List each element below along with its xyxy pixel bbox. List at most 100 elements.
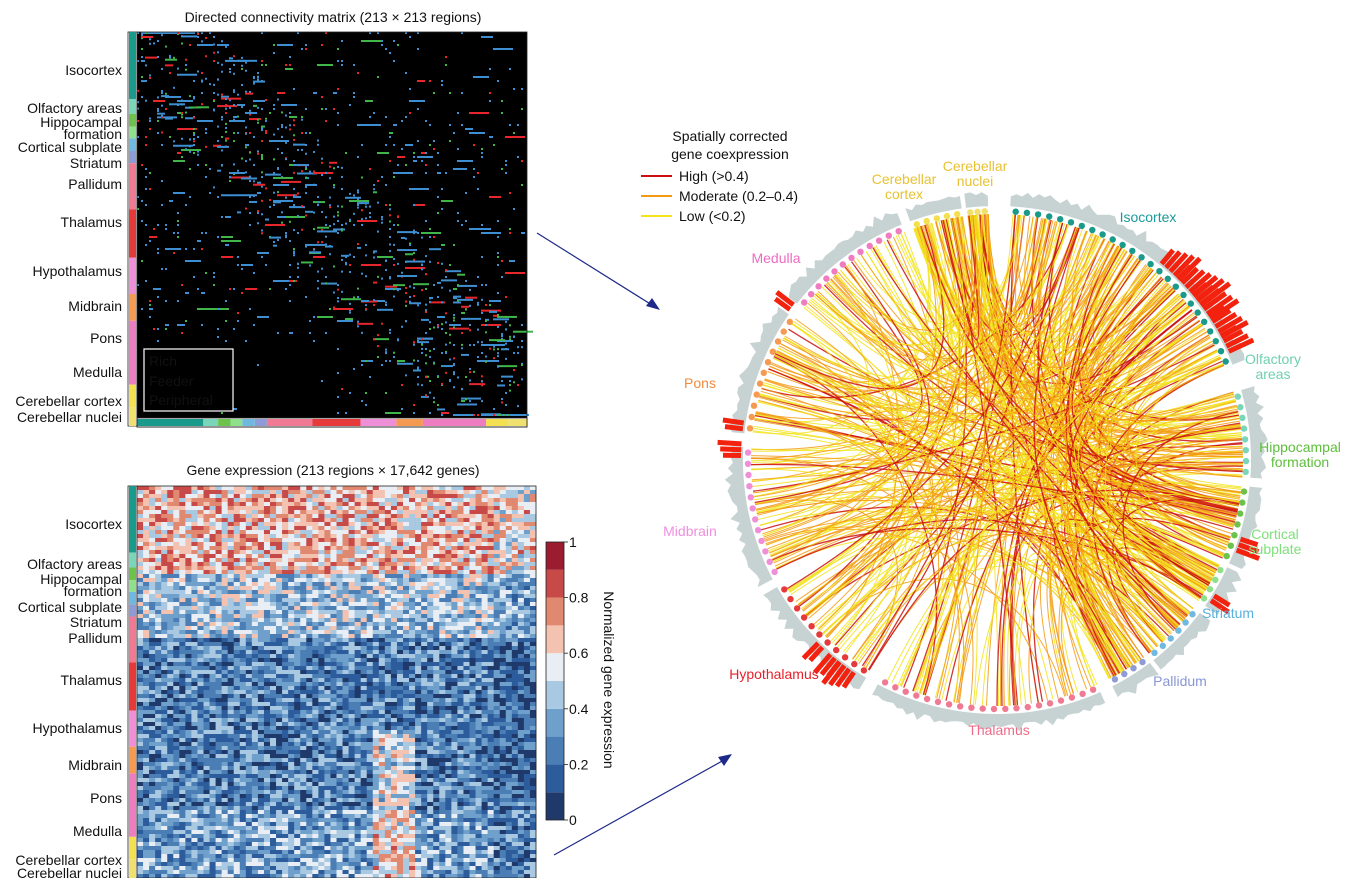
expression-cell	[487, 662, 494, 667]
expression-cell	[288, 506, 295, 511]
expression-cell	[475, 578, 482, 583]
connectivity-entry	[253, 76, 255, 78]
row-segment	[129, 746, 136, 774]
expression-cell	[312, 602, 319, 607]
expression-cell	[487, 522, 494, 527]
expression-cell	[282, 510, 289, 515]
expression-cell	[348, 642, 355, 647]
expression-cell	[306, 662, 313, 667]
expression-cell	[233, 606, 241, 611]
expression-cell	[463, 634, 470, 639]
expression-cell	[221, 566, 228, 571]
expression-cell	[294, 542, 301, 547]
expression-cell	[227, 546, 235, 551]
expression-cell	[306, 686, 313, 691]
expression-cell	[427, 590, 434, 595]
expression-cell	[209, 598, 216, 603]
expression-cell	[342, 534, 349, 539]
expression-cell	[433, 638, 440, 643]
expression-cell	[288, 642, 295, 647]
connectivity-entry	[425, 164, 427, 166]
expression-cell	[403, 594, 410, 599]
connectivity-entry	[301, 261, 313, 264]
connectivity-entry	[341, 224, 343, 226]
expression-cell	[306, 558, 313, 563]
expression-cell	[161, 566, 168, 571]
expression-cell	[288, 494, 295, 499]
expression-cell	[276, 562, 283, 567]
expression-cell	[215, 542, 222, 547]
expression-cell	[300, 550, 307, 555]
expression-cell	[517, 534, 525, 539]
expression-cell	[451, 622, 458, 627]
expression-cell	[294, 610, 301, 615]
expression-cell	[451, 650, 458, 655]
expression-cell	[137, 514, 144, 519]
connectivity-entry	[297, 214, 299, 217]
expression-cell	[499, 530, 507, 535]
expression-cell	[209, 578, 216, 583]
expression-cell	[475, 690, 482, 695]
expression-cell	[330, 582, 337, 587]
connectivity-entry	[357, 204, 359, 206]
expression-cell	[221, 666, 228, 671]
expression-cell	[493, 506, 501, 511]
expression-cell	[463, 550, 470, 555]
expression-cell	[378, 666, 386, 671]
expression-cell	[427, 638, 434, 643]
expression-cell	[270, 686, 277, 691]
connectivity-entry	[521, 340, 523, 342]
expression-cell	[185, 566, 192, 571]
expression-cell	[251, 602, 259, 607]
col-segment	[254, 419, 267, 426]
expression-cell	[481, 690, 488, 695]
connectivity-entry	[413, 204, 415, 206]
expression-cell	[433, 634, 440, 639]
expression-cell	[143, 562, 150, 567]
expression-cell	[403, 506, 410, 511]
connectivity-entry	[177, 67, 179, 70]
expression-cell	[155, 614, 162, 619]
expression-cell	[167, 522, 174, 527]
expression-cell	[191, 630, 198, 635]
expression-cell	[511, 638, 519, 643]
connectivity-entry	[317, 204, 319, 206]
expression-cell	[354, 506, 361, 511]
expression-cell	[203, 646, 210, 651]
col-segment	[312, 419, 361, 426]
connectivity-entry	[205, 176, 207, 178]
expression-cell	[366, 526, 374, 531]
expression-cell	[427, 606, 434, 611]
connectivity-entry	[253, 183, 265, 186]
expression-cell	[372, 550, 380, 555]
expression-cell	[282, 546, 289, 551]
expression-cell	[221, 538, 228, 543]
connectivity-entry	[229, 180, 231, 182]
expression-cell	[427, 686, 434, 691]
expression-cell	[137, 630, 144, 635]
expression-cell	[227, 658, 235, 663]
expression-cell	[330, 518, 337, 523]
expression-cell	[517, 522, 525, 527]
expression-cell	[251, 654, 259, 659]
expression-cell	[439, 646, 446, 651]
expression-cell	[517, 630, 525, 635]
expression-cell	[469, 662, 476, 667]
expression-cell	[263, 554, 271, 559]
expression-cell	[415, 506, 422, 511]
expression-cell	[203, 654, 210, 659]
expression-cell	[360, 490, 368, 495]
expression-cell	[149, 534, 156, 539]
expression-cell	[445, 650, 452, 655]
expression-cell	[517, 562, 525, 567]
expression-cell	[318, 538, 325, 543]
expression-cell	[415, 514, 422, 519]
expression-cell	[282, 618, 289, 623]
expression-cell	[390, 666, 398, 671]
expression-cell	[149, 646, 156, 651]
expression-cell	[427, 678, 434, 683]
expression-cell	[427, 586, 434, 591]
connectivity-entry	[425, 220, 427, 222]
expression-cell	[306, 646, 313, 651]
expression-cell	[469, 602, 476, 607]
